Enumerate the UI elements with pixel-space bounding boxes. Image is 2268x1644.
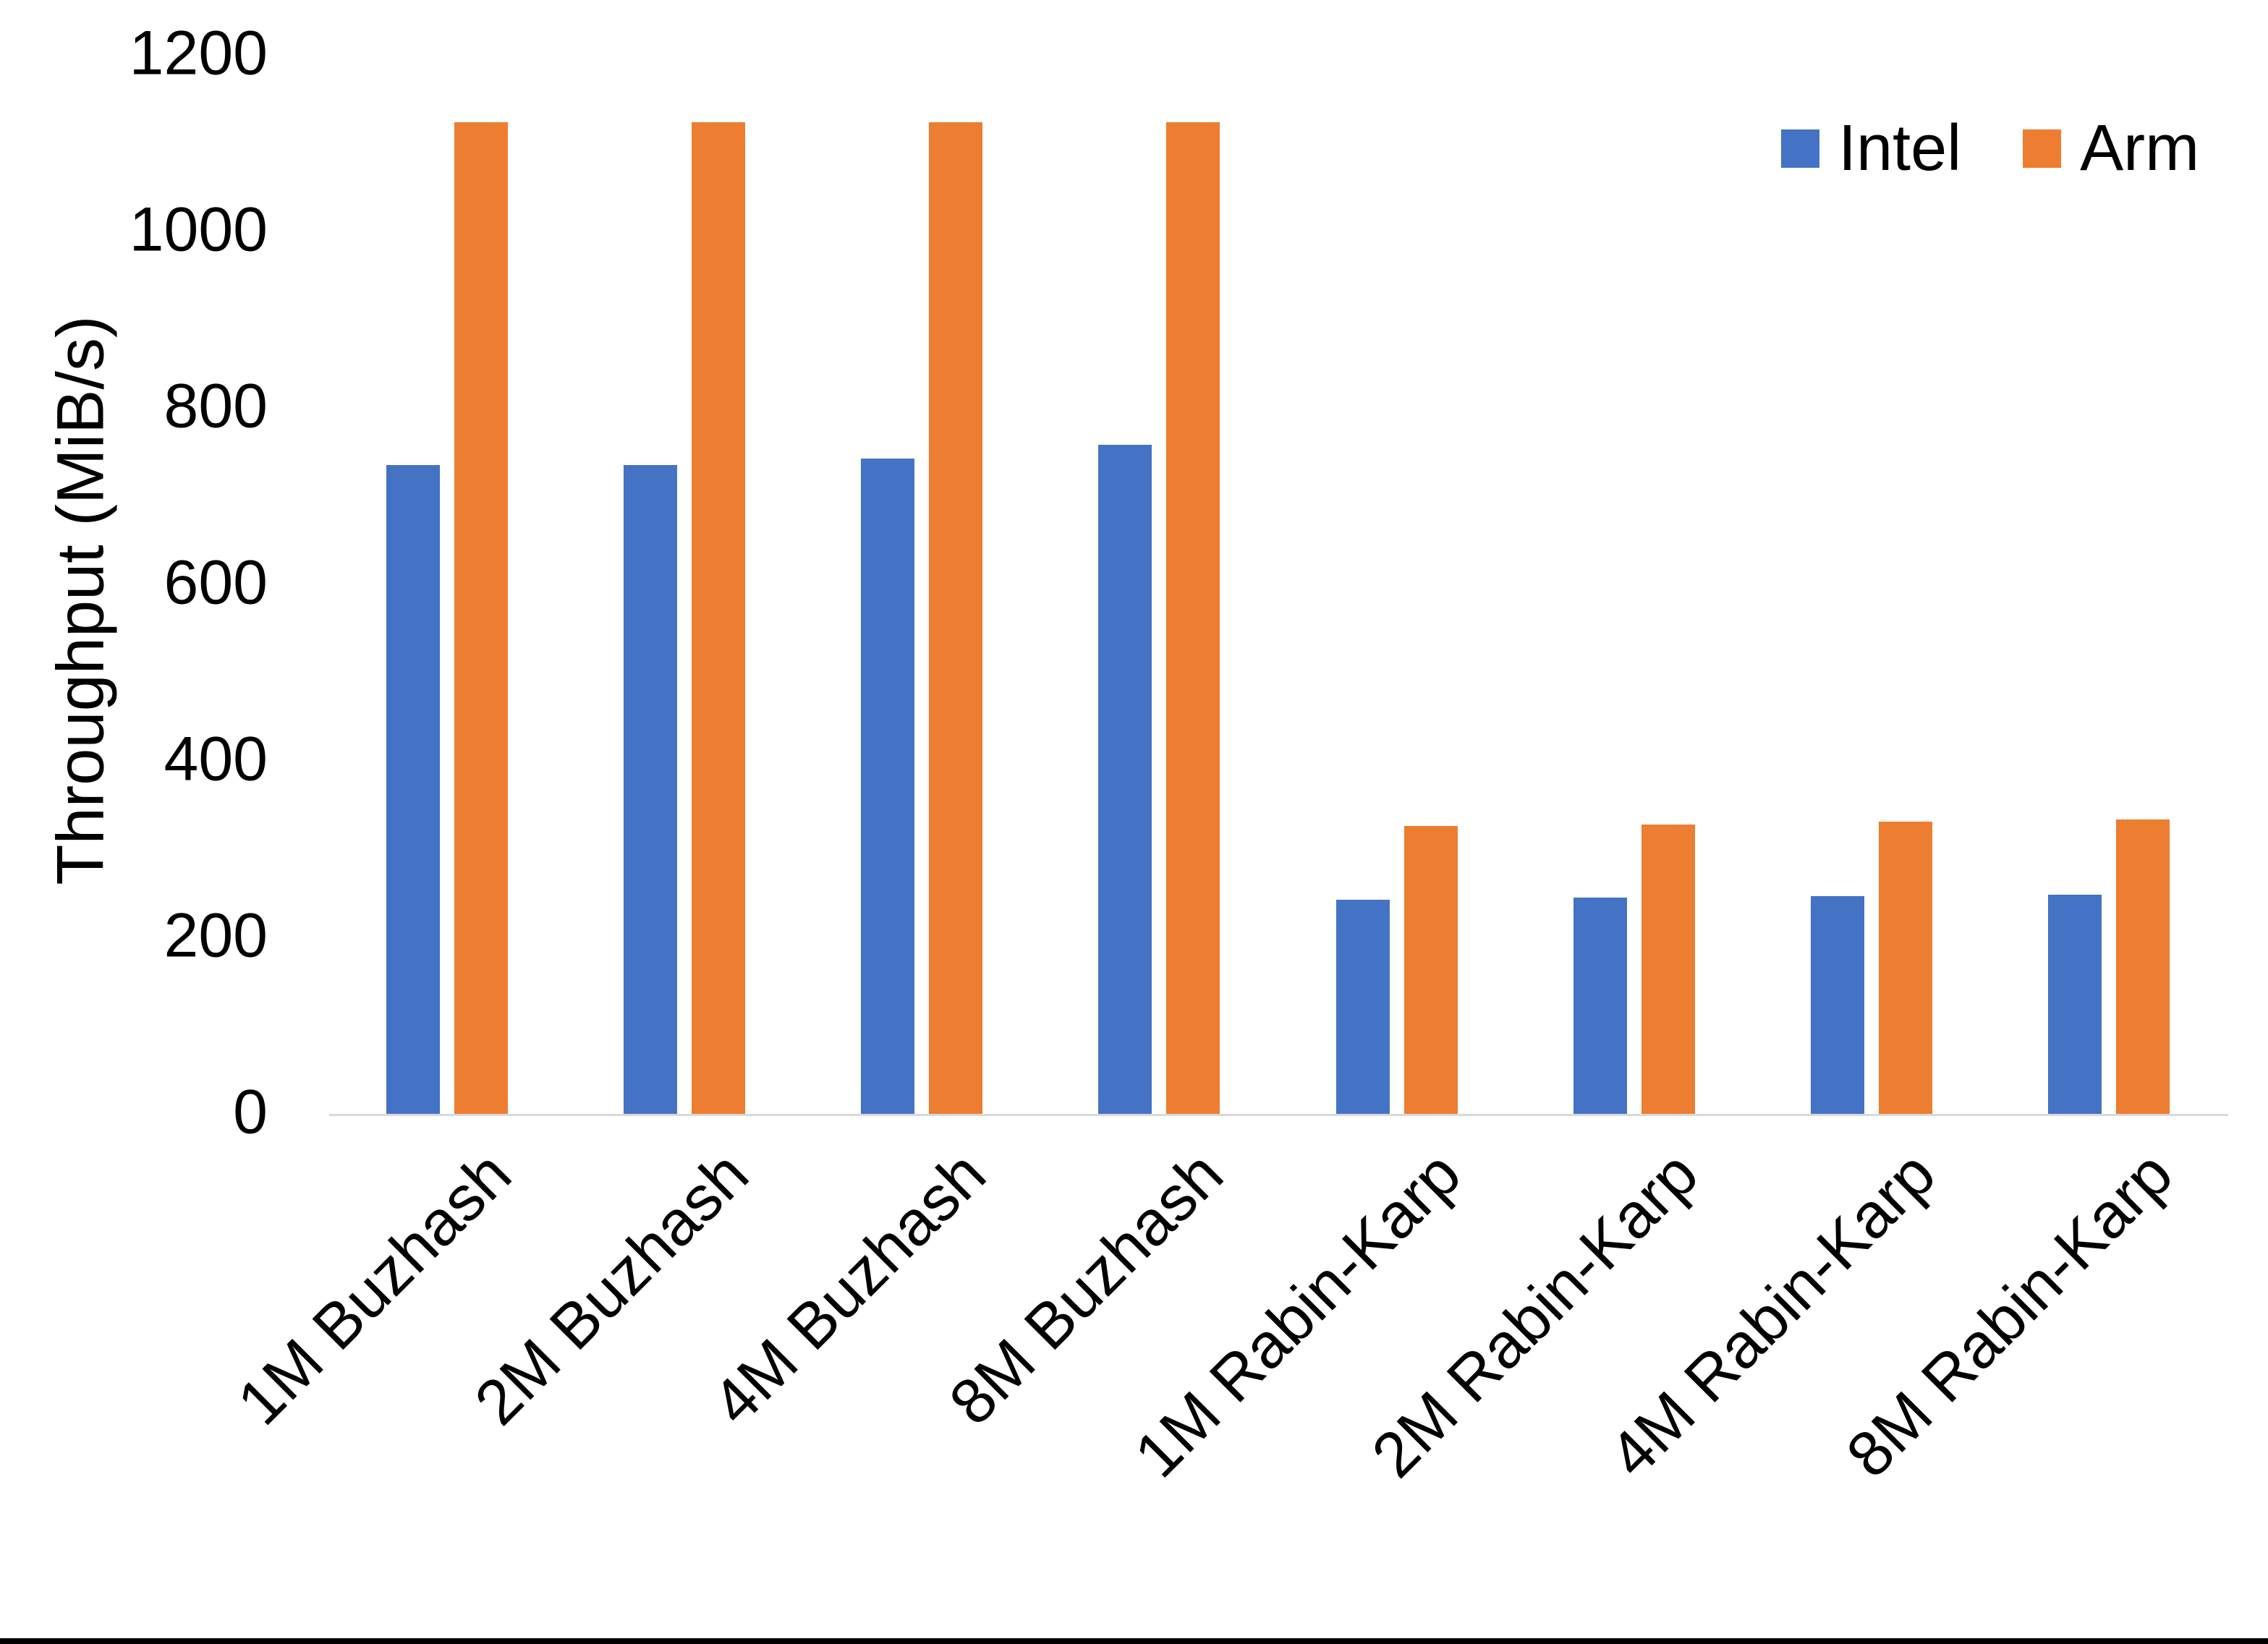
bar-intel-3 bbox=[861, 459, 915, 1114]
legend-swatch-intel bbox=[1781, 129, 1819, 168]
bar-arm-3 bbox=[929, 122, 983, 1114]
bar-arm-4 bbox=[1166, 122, 1220, 1114]
bar-intel-2 bbox=[624, 465, 678, 1114]
bar-intel-4 bbox=[1098, 445, 1152, 1114]
legend-swatch-arm bbox=[2023, 129, 2062, 168]
legend-item-arm: Arm bbox=[2023, 116, 2199, 181]
bar-intel-8 bbox=[2047, 895, 2102, 1114]
y-tick-800: 800 bbox=[163, 371, 268, 441]
y-axis-title: Throughput (MiB/s) bbox=[43, 315, 118, 885]
y-tick-1200: 1200 bbox=[129, 18, 268, 88]
bar-intel-5 bbox=[1335, 900, 1390, 1114]
legend: Intel Arm bbox=[1781, 116, 2199, 181]
bottom-border bbox=[0, 1638, 2268, 1644]
y-tick-200: 200 bbox=[163, 900, 268, 971]
bar-arm-1 bbox=[454, 122, 508, 1114]
plot-area bbox=[329, 55, 2228, 1116]
bar-arm-8 bbox=[2115, 819, 2170, 1114]
y-tick-0: 0 bbox=[233, 1077, 268, 1147]
y-tick-400: 400 bbox=[163, 724, 268, 794]
bar-arm-6 bbox=[1641, 825, 1695, 1114]
bar-arm-7 bbox=[1878, 822, 1932, 1114]
bar-intel-6 bbox=[1573, 898, 1627, 1114]
legend-label-arm: Arm bbox=[2080, 112, 2200, 184]
bar-intel-7 bbox=[1810, 896, 1864, 1114]
y-tick-600: 600 bbox=[163, 548, 268, 618]
bar-arm-2 bbox=[692, 122, 746, 1114]
legend-item-intel: Intel bbox=[1781, 116, 1961, 181]
legend-label-intel: Intel bbox=[1838, 112, 1962, 184]
y-tick-1000: 1000 bbox=[129, 195, 268, 265]
bar-arm-5 bbox=[1403, 826, 1458, 1114]
bar-intel-1 bbox=[386, 465, 440, 1114]
